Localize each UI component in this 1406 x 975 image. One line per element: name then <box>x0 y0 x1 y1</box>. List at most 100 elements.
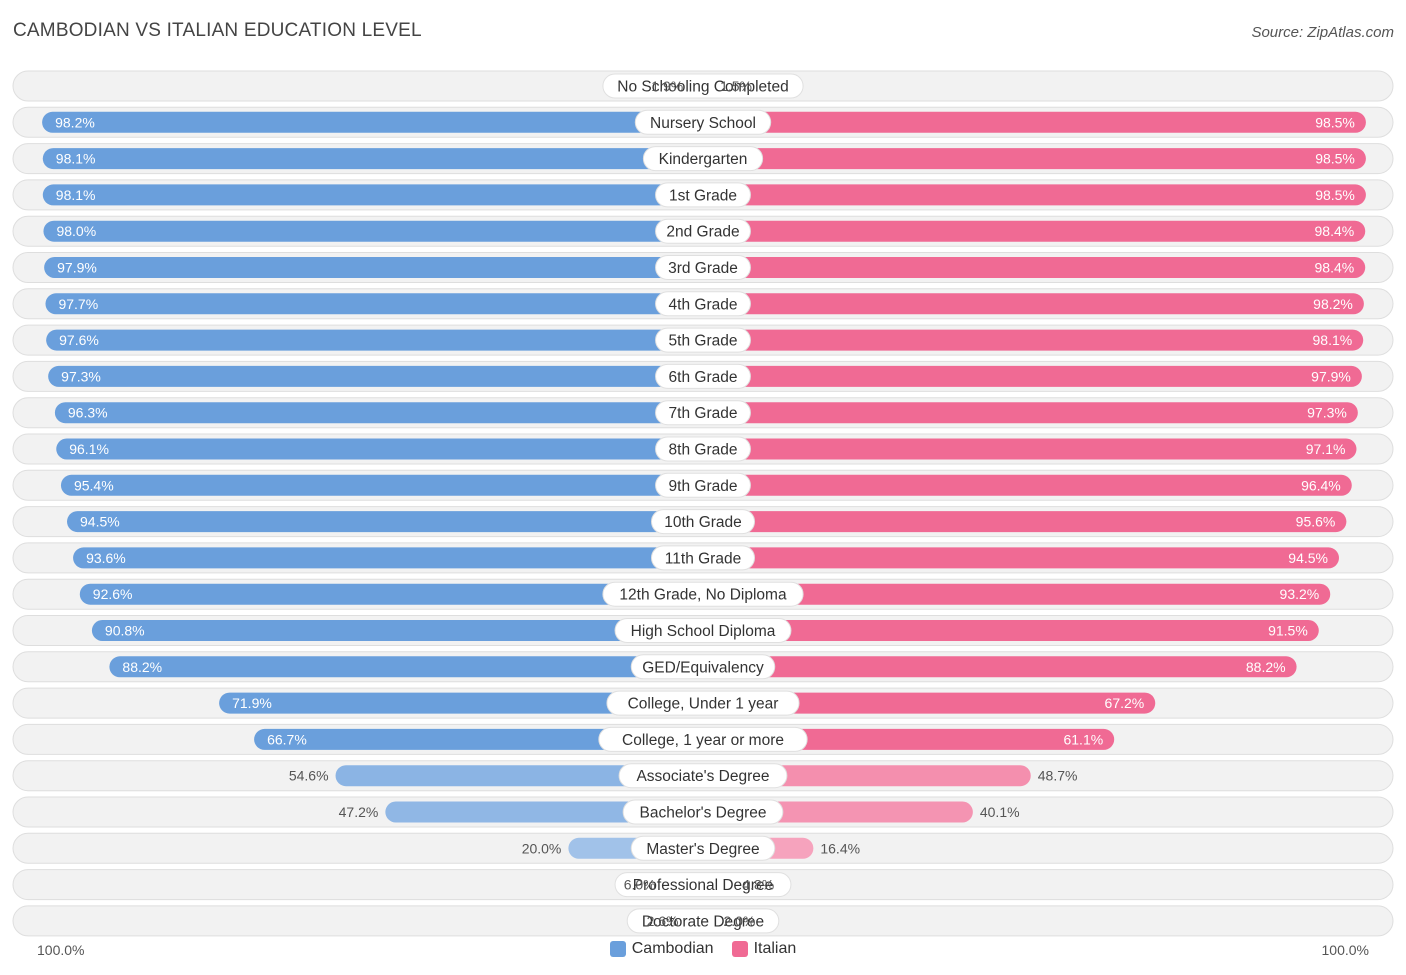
category-label-pill <box>630 654 776 680</box>
value-label-cambodian: 88.2% <box>122 659 162 675</box>
category-label-pill <box>642 146 764 172</box>
category-label-pill <box>655 182 751 208</box>
bar-italian <box>703 148 1366 170</box>
bar-italian <box>703 257 1366 278</box>
value-label-cambodian: 97.7% <box>58 296 98 312</box>
value-label-cambodian: 96.1% <box>69 441 109 457</box>
legend-label-italian: Italian <box>753 940 797 957</box>
bar-cambodian <box>335 765 703 787</box>
value-label-italian: 98.5% <box>1315 114 1355 130</box>
category-label: College, 1 year or more <box>622 732 784 749</box>
category-label-pill <box>651 545 755 571</box>
value-label-cambodian: 95.4% <box>74 477 114 493</box>
bar-italian <box>703 583 1331 605</box>
value-label-italian: 98.4% <box>1315 260 1355 276</box>
value-label-cambodian: 97.3% <box>61 368 101 384</box>
category-label: Associate's Degree <box>636 768 769 785</box>
category-label: Doctorate Degree <box>642 913 764 930</box>
value-label-cambodian: 98.2% <box>55 114 95 130</box>
value-label-italian: 98.2% <box>1313 296 1353 312</box>
category-label-pill <box>655 472 751 498</box>
bar-cambodian <box>73 547 703 569</box>
bar-cambodian <box>56 438 703 460</box>
bar-italian <box>703 365 1362 387</box>
value-label-cambodian: 98.0% <box>56 223 96 239</box>
category-label: 6th Grade <box>669 369 738 386</box>
bar-cambodian <box>42 148 704 170</box>
category-label-pill <box>602 73 804 99</box>
value-label-italian: 40.1% <box>980 804 1020 820</box>
category-label: 7th Grade <box>669 405 738 422</box>
value-label-cambodian: 20.0% <box>522 840 562 856</box>
bar-cambodian <box>44 257 704 278</box>
value-label-cambodian: 97.6% <box>59 332 99 348</box>
bar-italian <box>703 438 1357 460</box>
bar-italian <box>703 692 1156 714</box>
value-label-italian: 97.1% <box>1306 441 1346 457</box>
value-label-cambodian: 96.3% <box>68 405 108 421</box>
category-label: GED/Equivalency <box>642 659 764 676</box>
value-label-italian: 98.5% <box>1315 187 1355 203</box>
category-label-pill <box>598 726 808 752</box>
category-label-pill <box>655 291 751 317</box>
category-label: Kindergarten <box>659 151 748 168</box>
category-label-pill <box>651 509 755 535</box>
value-label-italian: 91.5% <box>1268 623 1308 639</box>
bar-italian <box>703 620 1319 641</box>
value-label-italian: 93.2% <box>1280 586 1320 602</box>
category-label-pill <box>618 763 788 789</box>
value-label-cambodian: 98.1% <box>56 187 96 203</box>
category-label: 11th Grade <box>665 550 741 567</box>
bar-cambodian <box>48 365 703 387</box>
category-label: 12th Grade, No Diploma <box>619 587 787 604</box>
chart-title: CAMBODIAN VS ITALIAN EDUCATION LEVEL <box>13 20 422 41</box>
bar-cambodian <box>79 583 703 605</box>
bar-cambodian <box>67 511 703 533</box>
bar-cambodian <box>91 620 703 641</box>
value-label-cambodian: 6.0% <box>624 877 656 893</box>
legend-item-cambodian: Cambodian <box>609 940 714 958</box>
value-label-italian: 98.1% <box>1313 332 1353 348</box>
category-label: Master's Degree <box>646 841 759 858</box>
value-label-cambodian: 54.6% <box>289 768 329 784</box>
category-label: 4th Grade <box>669 296 738 313</box>
bar-cambodian <box>54 402 703 424</box>
bar-cambodian <box>46 329 704 351</box>
value-label-italian: 88.2% <box>1246 659 1286 675</box>
bar-cambodian <box>43 220 703 242</box>
legend-label-cambodian: Cambodian <box>631 940 714 957</box>
category-label: 3rd Grade <box>668 260 738 277</box>
value-label-cambodian: 93.6% <box>86 550 126 566</box>
category-label-pill <box>655 218 751 244</box>
category-label: Nursery School <box>650 115 756 132</box>
value-label-italian: 61.1% <box>1063 731 1103 747</box>
value-label-cambodian: 2.6% <box>647 913 679 929</box>
bar-italian <box>703 511 1347 533</box>
category-label: No Schooling Completed <box>617 79 788 96</box>
value-label-italian: 16.4% <box>820 840 860 856</box>
bar-italian <box>703 656 1297 678</box>
category-label-pill <box>614 872 792 898</box>
bar-italian <box>703 474 1352 496</box>
category-label-pill <box>630 835 776 861</box>
category-label-pill <box>634 109 772 135</box>
category-label-pill <box>655 363 751 389</box>
bar-italian <box>703 111 1366 133</box>
bar-italian <box>703 547 1339 569</box>
value-label-cambodian: 92.6% <box>93 586 133 602</box>
bar-cambodian <box>42 111 703 133</box>
bar-italian <box>703 184 1366 206</box>
category-label: 1st Grade <box>669 187 737 204</box>
category-label-pill <box>602 581 804 607</box>
value-label-italian: 67.2% <box>1105 695 1145 711</box>
value-label-italian: 94.5% <box>1288 550 1328 566</box>
category-label: 5th Grade <box>669 333 738 350</box>
legend-swatch-italian <box>731 941 748 957</box>
bar-italian <box>703 402 1358 424</box>
value-label-italian: 97.3% <box>1307 405 1347 421</box>
category-label-pill <box>622 799 784 825</box>
category-label-pill <box>655 436 751 462</box>
axis-right-label: 100.0% <box>1321 942 1369 958</box>
category-label-pill <box>626 908 780 934</box>
